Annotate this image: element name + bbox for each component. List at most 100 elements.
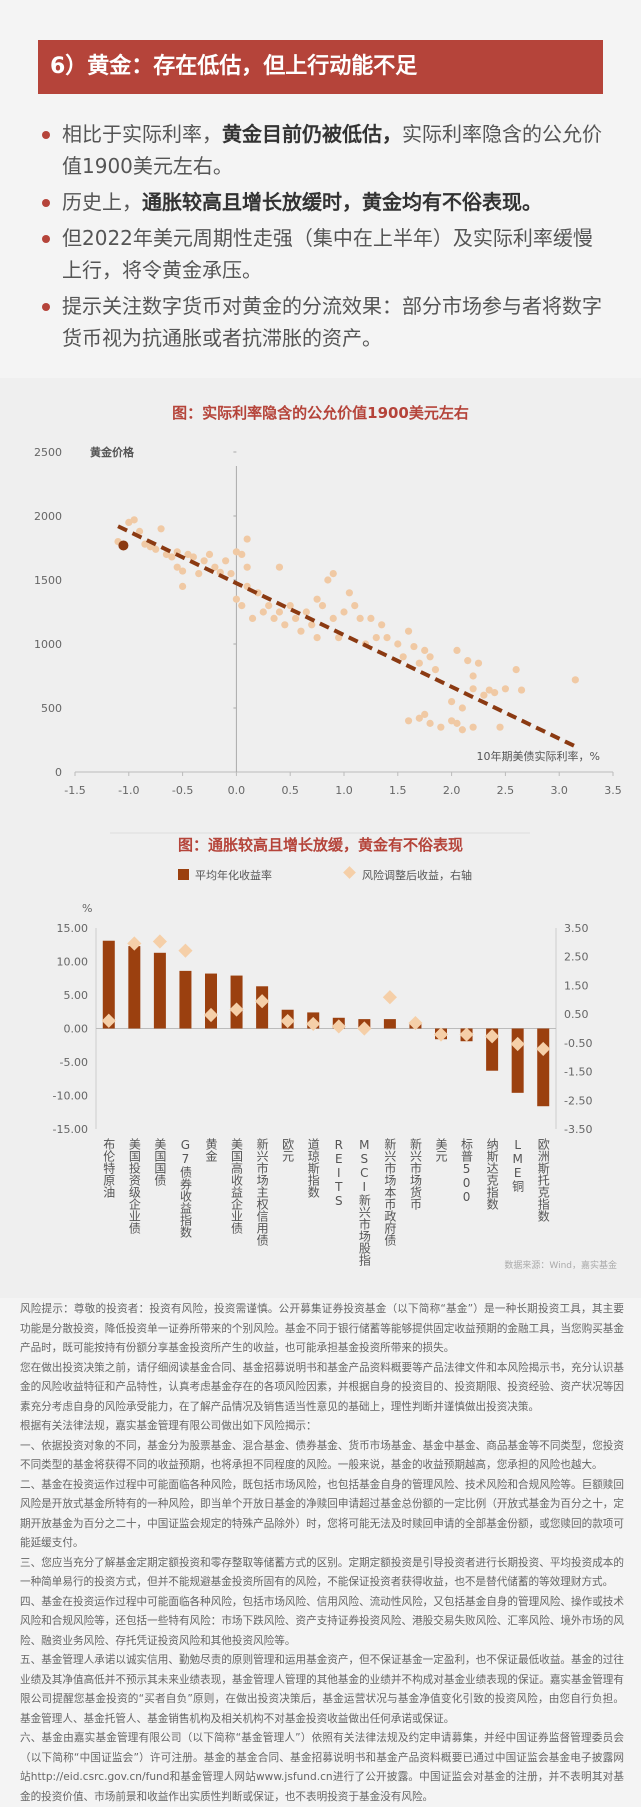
- scatter-point: [437, 723, 445, 731]
- y-tick-label: 2500: [34, 446, 62, 459]
- scatter-point: [404, 627, 413, 635]
- bar: [128, 946, 141, 1029]
- x-tick-label: 1.5: [389, 784, 407, 797]
- x-axis-label: 10年期美债实际利率，%: [477, 749, 600, 763]
- category-label: 布伦特原油: [101, 1138, 116, 1198]
- scatter-point: [421, 646, 429, 655]
- charts-canvas: -1.5 -1.0 -0.5 0.0 0.5 1.0 1.5 2.0 2.5 3.0 3.50500…: [34, 445, 622, 1136]
- scatter-point: [404, 717, 413, 725]
- scatter-point: [367, 614, 375, 623]
- scatter-point: [464, 657, 472, 665]
- y-tick-label: 1500: [34, 574, 62, 587]
- diamond-marker: [536, 1041, 551, 1056]
- scatter-point: [469, 723, 477, 731]
- scatter-point: [152, 545, 160, 553]
- diamond-marker: [485, 1029, 500, 1044]
- scatter-point: [238, 602, 246, 610]
- x-tick-label: 1.0: [335, 784, 353, 797]
- bullet-text: 提示关注数字货币对黄金的分流效果：部分市场参与者将数字货币视为抗通胀或者抗滞胀的…: [62, 294, 602, 350]
- scatter-point: [318, 602, 327, 610]
- y2-tick-label: -1.50: [564, 1066, 592, 1079]
- scatter-point: [275, 563, 284, 571]
- y-axis-label: 黄金价格: [90, 445, 135, 459]
- x-tick-label: 0.0: [228, 784, 246, 797]
- scatter-point: [243, 535, 251, 543]
- y2-tick-label: 1.50: [564, 979, 589, 992]
- scatter-point: [195, 570, 203, 578]
- diamond-marker: [408, 1015, 423, 1031]
- category-label: LME铜: [510, 1138, 525, 1192]
- y-tick-label: 15.00: [57, 922, 89, 935]
- disclaimer-paragraph: 风险提示：尊敬的投资者：投资有风险，投资需谨慎。公开募集证券投资基金（以下简称“…: [20, 1303, 624, 1354]
- scatter-point: [431, 666, 440, 674]
- scatter-point: [426, 653, 434, 661]
- disclaimer-paragraph: 您在做出投资决策之前，请仔细阅读基金合同、基金招募说明书和基金产品资料概要等产品…: [20, 1361, 624, 1413]
- scatter-point: [275, 608, 284, 616]
- y2-tick-label: -0.50: [564, 1037, 592, 1050]
- y-tick-label: 0.00: [64, 1023, 89, 1036]
- scatter-point: [329, 614, 337, 623]
- scatter-point: [496, 723, 504, 731]
- scatter-point: [141, 540, 149, 548]
- disclaimer-paragraph: 五、基金管理人承诺以诚实信用、勤勉尽责的原则管理和运用基金资产，但不保证基金一定…: [20, 1654, 624, 1725]
- legend-label: 风险调整后收益，右轴: [362, 868, 472, 882]
- bullet-text: 但2022年美元周期性走强（集中在上半年）及实际利率缓慢上行，将令黄金承压。: [62, 226, 593, 282]
- scatter-point: [227, 570, 235, 578]
- disclaimer-paragraph: 三、您应当充分了解基金定期定额投资和零存整取等储蓄方式的区别。定期定额投资是引导…: [20, 1556, 624, 1589]
- scatter-point: [345, 589, 353, 597]
- scatter-point: [135, 527, 144, 535]
- scatter-point: [238, 550, 246, 559]
- scatter-point: [372, 634, 380, 642]
- x-tick-label: 3.5: [604, 784, 622, 797]
- scatter-point: [248, 614, 257, 623]
- diamond-marker: [510, 1036, 525, 1052]
- diamond-marker: [357, 1021, 372, 1036]
- risk-disclaimer: 风险提示：尊敬的投资者：投资有风险，投资需谨慎。公开募集证券投资基金（以下简称“…: [20, 1300, 624, 1807]
- scatter-point: [458, 704, 466, 712]
- legend-label: 平均年化收益率: [195, 868, 272, 882]
- y-tick-label: 0: [55, 766, 62, 779]
- scatter-point: [394, 640, 402, 648]
- x-tick-label: 2.0: [443, 784, 461, 797]
- scatter-point: [351, 602, 359, 610]
- bullet-dot-icon: [42, 131, 50, 139]
- category-label: 纳斯达克指数: [485, 1138, 500, 1210]
- scatter-point: [291, 614, 300, 623]
- diamond-marker: [127, 936, 142, 951]
- diamond-marker: [255, 994, 270, 1009]
- x-tick-label: -1.5: [64, 784, 85, 797]
- category-label: 新兴市场本币政府债: [382, 1138, 397, 1246]
- diamond-marker: [280, 1013, 295, 1029]
- scatter-point: [173, 563, 181, 571]
- scatter-point: [426, 719, 434, 727]
- bullet-list: 相比于实际利率，黄金目前仍被低估，实际利率隐含的公允价值1900美元左右。 历史…: [38, 118, 608, 358]
- x-tick-label: 0.5: [281, 784, 299, 797]
- scatter-point: [308, 621, 316, 629]
- bullet-dot-icon: [42, 199, 50, 207]
- diamond-marker: [203, 1007, 219, 1023]
- bar-chart-title: 图：通胀较高且增长放缓，黄金有不俗表现: [177, 836, 463, 854]
- scatter-chart-title: 图：实际利率隐含的公允价值1900美元左右: [172, 404, 469, 422]
- trend-line: [117, 524, 577, 749]
- bar: [383, 1019, 396, 1029]
- category-label: MSCI新兴市场股指: [357, 1138, 372, 1266]
- scatter-point: [378, 621, 386, 629]
- diamond-marker: [178, 943, 193, 958]
- bullet-bold-text: 黄金目前仍被低估，: [222, 122, 402, 146]
- disclaimer-paragraph: 二、基金在投资运作过程中可能面临各种风险，既包括市场风险，也包括基金自身的管理风…: [20, 1478, 624, 1550]
- category-label: 新兴市场货币: [408, 1138, 423, 1210]
- bullet-item: 历史上，通胀较高且增长放缓时，黄金均有不俗表现。: [38, 186, 608, 218]
- scatter-point: [270, 614, 278, 623]
- highlight-point: [118, 540, 129, 551]
- scatter-point: [313, 634, 321, 642]
- scatter-point: [324, 576, 332, 584]
- y-tick-label: -15.00: [53, 1123, 88, 1136]
- scatter-point: [125, 518, 133, 527]
- scatter-point: [410, 642, 418, 651]
- category-label: 标普500: [459, 1138, 474, 1204]
- scatter-point: [491, 689, 499, 697]
- diamond-marker: [331, 1019, 346, 1034]
- diamond-marker: [152, 934, 167, 949]
- bullet-text: 历史上，: [62, 190, 142, 214]
- scatter-point: [469, 685, 477, 693]
